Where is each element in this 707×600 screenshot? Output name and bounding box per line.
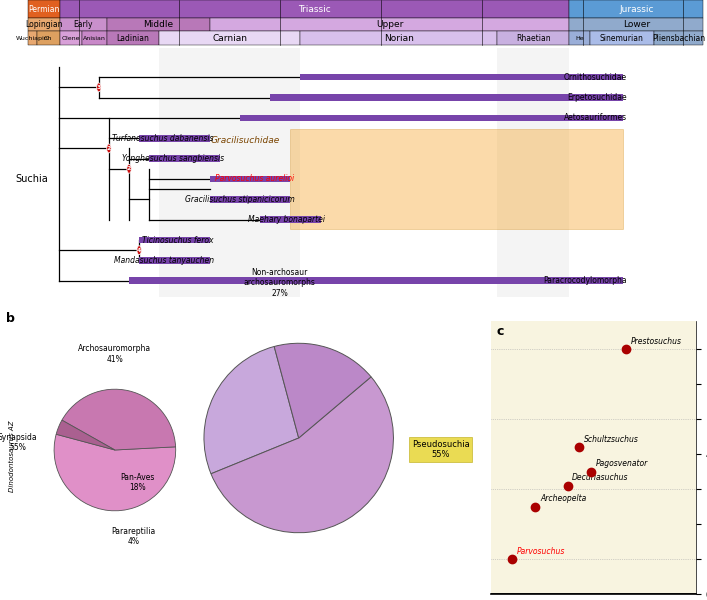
Text: Wuchiapin: Wuchiapin: [16, 35, 49, 41]
Text: Decuriasuchus: Decuriasuchus: [572, 473, 629, 482]
Text: Non-archosaur
archosauromorphs
27%: Non-archosaur archosauromorphs 27%: [244, 268, 316, 298]
Bar: [569, 31, 590, 44]
Bar: [654, 31, 703, 44]
Text: 3: 3: [97, 85, 101, 90]
Bar: [240, 115, 623, 121]
Text: Pagosvenator: Pagosvenator: [595, 459, 648, 468]
Text: He: He: [575, 35, 584, 41]
Circle shape: [127, 164, 132, 173]
Wedge shape: [62, 389, 175, 450]
Bar: [569, 18, 703, 31]
Bar: [139, 237, 210, 243]
Text: Early: Early: [74, 20, 93, 29]
Bar: [291, 129, 623, 229]
Circle shape: [97, 83, 101, 92]
Bar: [59, 31, 82, 44]
Bar: [497, 48, 569, 297]
Text: Ladinian: Ladinian: [117, 34, 149, 43]
Bar: [107, 31, 159, 44]
Wedge shape: [54, 434, 175, 511]
Text: Dinodontosaurus AZ: Dinodontosaurus AZ: [9, 420, 16, 492]
Text: Parvosuchus aurelioi: Parvosuchus aurelioi: [215, 175, 294, 184]
Text: Gracilisuchus stipanicicorum: Gracilisuchus stipanicicorum: [185, 195, 294, 204]
Text: Prestosuchus: Prestosuchus: [631, 337, 682, 346]
Circle shape: [107, 144, 111, 153]
Wedge shape: [56, 420, 115, 450]
Bar: [159, 31, 300, 44]
Text: Pan-Aves
18%: Pan-Aves 18%: [120, 473, 155, 492]
Text: Ch: Ch: [44, 35, 52, 41]
Bar: [300, 74, 623, 80]
Text: Suchia: Suchia: [16, 174, 49, 184]
Bar: [28, 31, 37, 44]
Text: Archeopelta: Archeopelta: [540, 494, 586, 503]
Bar: [210, 176, 291, 182]
Text: Ornithosuchidae: Ornithosuchidae: [563, 73, 627, 82]
Text: Lower: Lower: [623, 20, 650, 29]
Text: Archosauromorpha
41%: Archosauromorpha 41%: [78, 344, 151, 364]
Text: Erpetosuchidae: Erpetosuchidae: [567, 93, 627, 102]
Text: Aetosauriformes: Aetosauriformes: [563, 113, 627, 122]
Bar: [28, 18, 59, 31]
Bar: [59, 18, 107, 31]
Text: Pliensbachian: Pliensbachian: [653, 34, 706, 43]
Bar: [497, 31, 569, 44]
Bar: [590, 31, 654, 44]
Bar: [139, 135, 210, 142]
Bar: [300, 31, 497, 44]
Bar: [139, 257, 210, 263]
Text: Rhaetian: Rhaetian: [516, 34, 551, 43]
Text: 4: 4: [137, 248, 141, 253]
Text: Triassic: Triassic: [298, 5, 331, 14]
Text: Synapsida
55%: Synapsida 55%: [0, 433, 37, 452]
Text: Mandasuchus tanyauchen: Mandasuchus tanyauchen: [114, 256, 214, 265]
Bar: [82, 31, 107, 44]
Text: Parareptilia
4%: Parareptilia 4%: [111, 527, 156, 546]
Bar: [129, 277, 623, 284]
Bar: [149, 155, 220, 162]
Text: Gracilisuchidae: Gracilisuchidae: [211, 136, 280, 145]
Text: b: b: [6, 312, 15, 325]
Bar: [270, 94, 623, 101]
Circle shape: [137, 246, 141, 254]
Text: Carnian: Carnian: [212, 34, 247, 43]
Text: Olene: Olene: [62, 35, 80, 41]
Text: Upper: Upper: [376, 20, 403, 29]
Bar: [569, 0, 703, 18]
Bar: [59, 0, 569, 18]
Wedge shape: [204, 346, 299, 474]
Text: Ticinosuchus ferox: Ticinosuchus ferox: [142, 236, 214, 245]
Wedge shape: [211, 377, 393, 533]
Text: Permian: Permian: [28, 5, 59, 14]
Bar: [260, 217, 320, 223]
Text: 2: 2: [127, 166, 132, 171]
Text: Yonghesuchus sangbiensis: Yonghesuchus sangbiensis: [122, 154, 224, 163]
Bar: [210, 18, 569, 31]
Text: Norian: Norian: [384, 34, 414, 43]
Text: c: c: [496, 325, 503, 338]
Text: Paracrocodylomorpha: Paracrocodylomorpha: [543, 276, 627, 285]
Bar: [210, 196, 291, 203]
Bar: [159, 48, 300, 297]
Text: Sinemurian: Sinemurian: [600, 34, 644, 43]
Text: Maehary bonapartei: Maehary bonapartei: [247, 215, 325, 224]
Text: Schultzsuchus: Schultzsuchus: [584, 434, 639, 443]
Text: Pseudosuchia
55%: Pseudosuchia 55%: [412, 440, 469, 459]
Bar: [107, 18, 210, 31]
Text: Turfanosuchus dabanensis: Turfanosuchus dabanensis: [112, 134, 214, 143]
Text: Lopingian: Lopingian: [25, 20, 63, 29]
Text: Jurassic: Jurassic: [619, 5, 654, 14]
Text: Middle: Middle: [144, 20, 173, 29]
Bar: [37, 31, 59, 44]
Bar: [28, 0, 59, 18]
Wedge shape: [274, 343, 371, 438]
Text: Parvosuchus: Parvosuchus: [517, 547, 565, 556]
Text: 2: 2: [107, 146, 111, 151]
Text: Anisian: Anisian: [83, 35, 106, 41]
